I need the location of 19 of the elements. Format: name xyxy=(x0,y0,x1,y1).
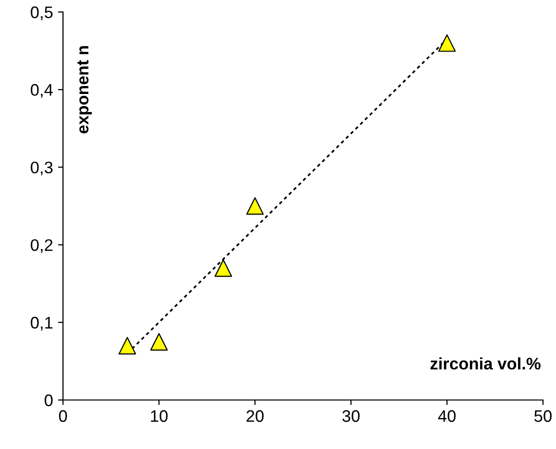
x-tick-label: 30 xyxy=(342,410,360,422)
x-tick-label: 20 xyxy=(246,410,264,422)
y-tick-label: 0,4 xyxy=(30,84,53,98)
x-tick-label: 10 xyxy=(151,410,168,422)
x-axis-title: zirconia vol.% xyxy=(430,357,541,370)
y-tick-label: 0 xyxy=(44,394,53,406)
point xyxy=(438,34,456,52)
y-tick-label: 0,5 xyxy=(30,6,53,20)
point xyxy=(246,197,264,215)
point xyxy=(118,336,136,354)
y-tick-label: 0,1 xyxy=(30,316,52,331)
y-tick-label: 0,2 xyxy=(30,239,52,253)
y-axis-title: exponent n xyxy=(77,46,92,134)
x-tick-label: 50 xyxy=(534,410,552,422)
y-tick-label: 0,3 xyxy=(30,162,53,176)
x-tick-label: 40 xyxy=(438,410,456,422)
x-tick-label: 0 xyxy=(59,410,67,422)
point xyxy=(150,333,168,351)
point xyxy=(214,259,232,277)
